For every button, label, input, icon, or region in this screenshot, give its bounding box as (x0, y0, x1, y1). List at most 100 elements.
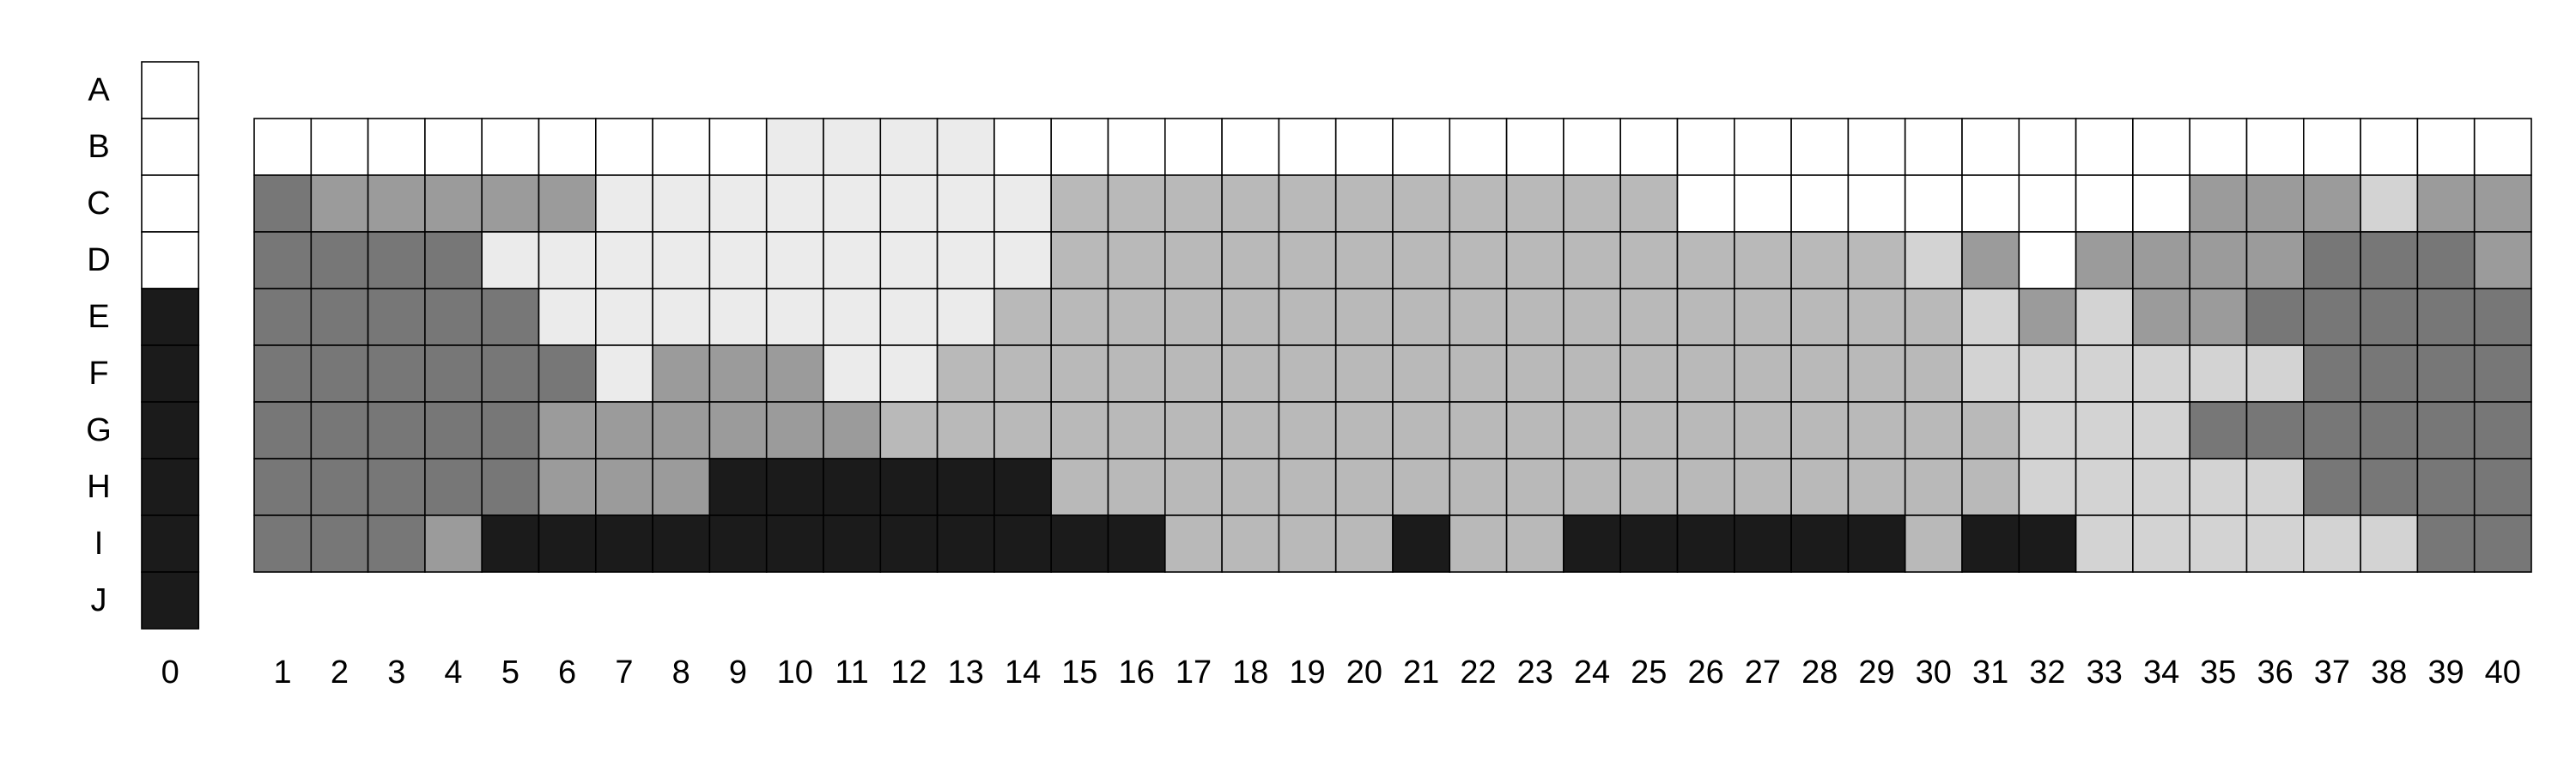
heatmap-cell-H-9 (708, 458, 768, 516)
heatmap-cell-I-7 (594, 514, 653, 573)
heatmap-cell-H-17 (1164, 458, 1223, 516)
heatmap-cell-E-9 (708, 288, 768, 346)
row-label-J: J (91, 582, 107, 618)
heatmap-cell-H-31 (1961, 458, 2020, 516)
heatmap-cell-C-36 (2245, 174, 2305, 233)
heatmap-cell-C-6 (538, 174, 597, 233)
heatmap-cell-G-31 (1961, 401, 2020, 460)
heatmap-cell-G-19 (1278, 401, 1337, 460)
heatmap-cell-C-26 (1676, 174, 1735, 233)
heatmap-cell-B-25 (1619, 118, 1679, 176)
heatmap-cell-E-4 (424, 288, 483, 346)
heatmap-cell-G-9 (708, 401, 768, 460)
row-label-B: B (88, 129, 109, 165)
row-label-C: C (87, 186, 110, 222)
heatmap-cell-G-34 (2132, 401, 2190, 460)
heatmap-cell-B-39 (2416, 118, 2476, 176)
heatmap-cell-I-20 (1334, 514, 1394, 573)
heatmap-cell-B-11 (823, 118, 882, 176)
heatmap-cell-G-16 (1107, 401, 1166, 460)
heatmap-cell-G-27 (1734, 401, 1792, 460)
heatmap-cell-G-3 (367, 401, 426, 460)
heatmap-cell-G-20 (1334, 401, 1394, 460)
heatmap-cell-I-14 (993, 514, 1053, 573)
heatmap-cell-D-4 (424, 231, 483, 289)
heatmap-cell-G-26 (1676, 401, 1735, 460)
row-label-H: H (87, 469, 110, 505)
heatmap-cell-D-25 (1619, 231, 1679, 289)
heatmap-cell-G-5 (481, 401, 540, 460)
column-label-35: 35 (2200, 654, 2236, 691)
heatmap-cell-G-32 (2018, 401, 2077, 460)
heatmap-cell-D-37 (2303, 231, 2361, 289)
heatmap-cell-F-17 (1164, 344, 1223, 403)
column-label-21: 21 (1403, 654, 1439, 691)
column-label-0: 0 (161, 654, 179, 691)
heatmap-cell-E-35 (2189, 288, 2248, 346)
heatmap-cell-D-40 (2473, 231, 2532, 289)
heatmap-cell-G-6 (538, 401, 597, 460)
heatmap-cell-G-23 (1505, 401, 1564, 460)
heatmap-cell-C-8 (652, 174, 711, 233)
heatmap-cell-G-21 (1392, 401, 1451, 460)
heatmap-cell-F-11 (823, 344, 882, 403)
heatmap-cell-E-13 (936, 288, 995, 346)
heatmap-cell-I-15 (1050, 514, 1109, 573)
heatmap-cell-F-31 (1961, 344, 2020, 403)
heatmap-cell-B-36 (2245, 118, 2305, 176)
heatmap-cell-F-39 (2416, 344, 2476, 403)
heatmap-cell-I-24 (1563, 514, 1622, 573)
heatmap-cell-H-35 (2189, 458, 2248, 516)
heatmap-cell-H-36 (2245, 458, 2305, 516)
heatmap-cell-D-29 (1847, 231, 1906, 289)
heatmap-cell-D-3 (367, 231, 426, 289)
column-label-1: 1 (274, 654, 292, 691)
heatmap-cell-B-12 (879, 118, 939, 176)
heatmap-cell-G-18 (1221, 401, 1280, 460)
column-label-27: 27 (1745, 654, 1781, 691)
heatmap-cell-H-26 (1676, 458, 1735, 516)
heatmap-cell-H-32 (2018, 458, 2077, 516)
heatmap-cell-F-2 (310, 344, 369, 403)
heatmap-cell-B-16 (1107, 118, 1166, 176)
heatmap-cell-B-2 (310, 118, 369, 176)
heatmap-cell-B-17 (1164, 118, 1223, 176)
heatmap-cell-E-11 (823, 288, 882, 346)
heatmap-cell-C-12 (879, 174, 939, 233)
column-label-38: 38 (2371, 654, 2407, 691)
heatmap-cell-H-14 (993, 458, 1053, 516)
heatmap-cell-H-13 (936, 458, 995, 516)
heatmap-cell-C-21 (1392, 174, 1451, 233)
heatmap-cell-E-8 (652, 288, 711, 346)
heatmap-cell-F-24 (1563, 344, 1622, 403)
column-label-25: 25 (1631, 654, 1667, 691)
heatmap-cell-E-2 (310, 288, 369, 346)
heatmap-cell-C-9 (708, 174, 768, 233)
heatmap-cell-H-4 (424, 458, 483, 516)
column-label-13: 13 (948, 654, 984, 691)
heatmap-cell-E-14 (993, 288, 1053, 346)
heatmap-grid (253, 118, 2532, 573)
heatmap-cell-I-2 (310, 514, 369, 573)
column-label-26: 26 (1688, 654, 1724, 691)
heatmap-cell-G-37 (2303, 401, 2361, 460)
heatmap-cell-I-21 (1392, 514, 1451, 573)
heatmap-cell-D-11 (823, 231, 882, 289)
heatmap-cell-F-27 (1734, 344, 1792, 403)
heatmap-cell-D-33 (2075, 231, 2134, 289)
heatmap-cell-C-28 (1790, 174, 1850, 233)
heatmap-cell-H-11 (823, 458, 882, 516)
heatmap-cell-D-20 (1334, 231, 1394, 289)
heatmap-cell-C-24 (1563, 174, 1622, 233)
heatmap-cell-B-38 (2360, 118, 2419, 176)
heatmap-cell-E-40 (2473, 288, 2532, 346)
heatmap-cell-C-25 (1619, 174, 1679, 233)
heatmap-cell-I-3 (367, 514, 426, 573)
heatmap-cell-C-20 (1334, 174, 1394, 233)
column-label-36: 36 (2257, 654, 2293, 691)
heatmap-cell-F-38 (2360, 344, 2419, 403)
heatmap-cell-E-36 (2245, 288, 2305, 346)
heatmap-cell-H-33 (2075, 458, 2134, 516)
heatmap-cell-D-7 (594, 231, 653, 289)
